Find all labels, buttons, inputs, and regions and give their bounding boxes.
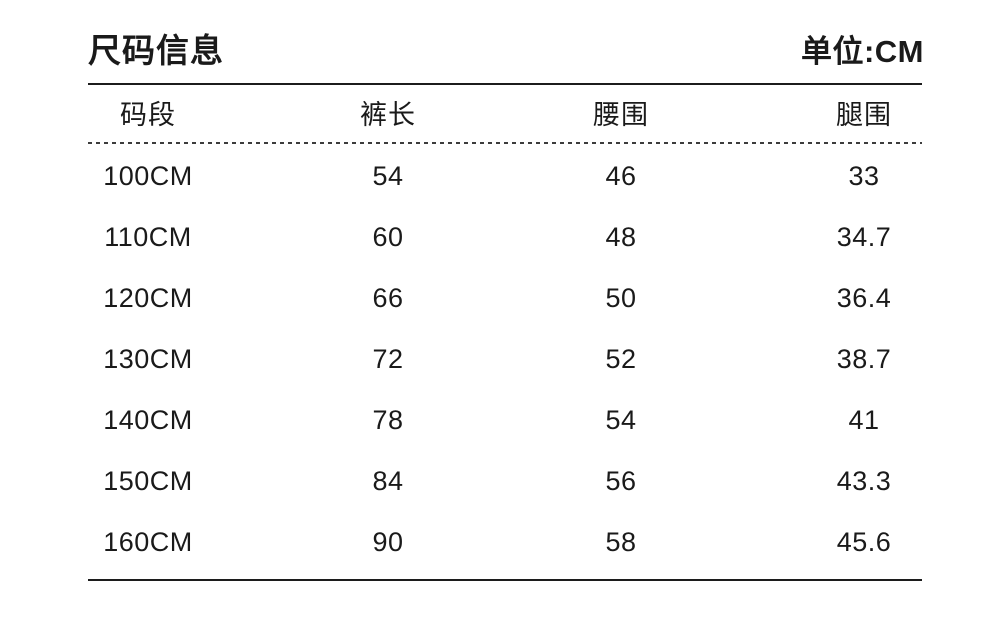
- table-row: 160CM 90 58 45.6: [0, 522, 1000, 562]
- cell-size: 140CM: [103, 405, 193, 435]
- cell-thigh: 34.7: [836, 222, 892, 252]
- cell-length: 84: [372, 466, 404, 496]
- cell-size: 120CM: [103, 283, 193, 313]
- bottom-divider: [88, 579, 922, 581]
- cell-waist: 50: [605, 283, 637, 313]
- cell-length: 54: [372, 161, 404, 191]
- table-header-row: 码段 裤长 腰围 腿围: [0, 95, 1000, 135]
- cell-thigh: 43.3: [836, 466, 892, 496]
- cell-length: 66: [372, 283, 404, 313]
- cell-thigh: 41: [848, 405, 880, 435]
- cell-waist: 46: [605, 161, 637, 191]
- header-divider: [88, 142, 922, 144]
- table-row: 100CM 54 46 33: [0, 156, 1000, 196]
- unit-label: 单位:CM: [800, 34, 924, 69]
- table-row: 120CM 66 50 36.4: [0, 278, 1000, 318]
- cell-size: 160CM: [103, 527, 193, 557]
- cell-length: 78: [372, 405, 404, 435]
- title-divider: [88, 83, 922, 85]
- cell-thigh: 45.6: [836, 527, 892, 557]
- cell-size: 100CM: [103, 161, 193, 191]
- cell-waist: 52: [605, 344, 637, 374]
- cell-waist: 58: [605, 527, 637, 557]
- column-header-thigh: 腿围: [836, 100, 892, 130]
- page-title: 尺码信息: [88, 32, 224, 69]
- cell-length: 90: [372, 527, 404, 557]
- cell-length: 72: [372, 344, 404, 374]
- cell-thigh: 33: [848, 161, 880, 191]
- column-header-waist: 腰围: [593, 100, 649, 130]
- cell-thigh: 38.7: [836, 344, 892, 374]
- cell-thigh: 36.4: [836, 283, 892, 313]
- cell-size: 150CM: [103, 466, 193, 496]
- cell-size: 110CM: [104, 222, 192, 252]
- table-row: 150CM 84 56 43.3: [0, 461, 1000, 501]
- table-row: 110CM 60 48 34.7: [0, 217, 1000, 257]
- table-row: 140CM 78 54 41: [0, 400, 1000, 440]
- cell-waist: 56: [605, 466, 637, 496]
- cell-waist: 48: [605, 222, 637, 252]
- column-header-length: 裤长: [360, 100, 416, 130]
- table-row: 130CM 72 52 38.7: [0, 339, 1000, 379]
- cell-waist: 54: [605, 405, 637, 435]
- column-header-size: 码段: [120, 100, 176, 130]
- cell-size: 130CM: [103, 344, 193, 374]
- cell-length: 60: [372, 222, 404, 252]
